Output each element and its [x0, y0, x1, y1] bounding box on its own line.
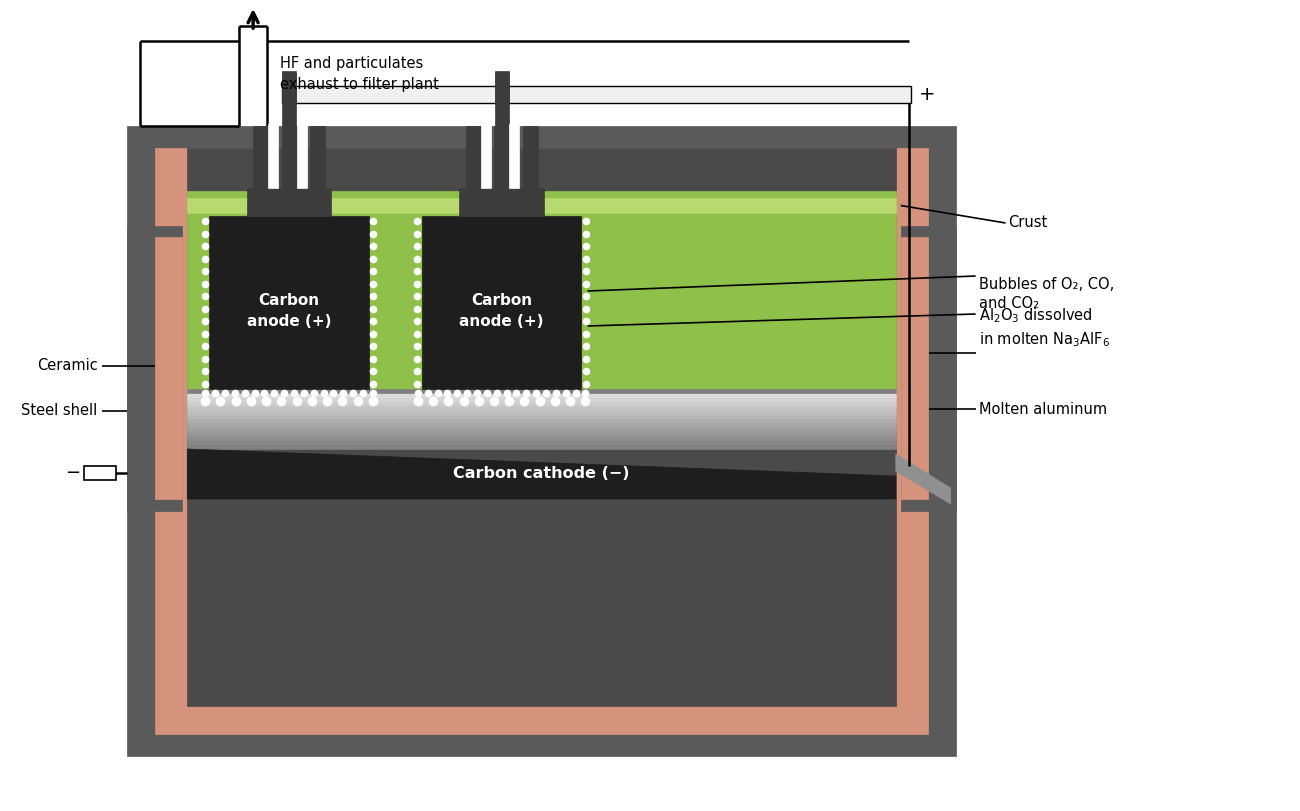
Bar [494, 71, 508, 126]
Text: Bubbles of O₂, CO,
and CO₂: Bubbles of O₂, CO, and CO₂ [979, 277, 1114, 311]
Bar [481, 124, 490, 188]
Bar [84, 466, 117, 480]
Bar [187, 436, 896, 440]
Bar [209, 216, 369, 389]
Text: Molten aluminum: Molten aluminum [979, 401, 1106, 417]
Bar [187, 198, 896, 213]
Bar [187, 406, 896, 410]
Text: HF and particulates
exhaust to filter plant: HF and particulates exhaust to filter pl… [280, 56, 439, 92]
Text: Al$_2$O$_3$ dissolved
in molten Na$_3$AlF$_6$: Al$_2$O$_3$ dissolved in molten Na$_3$Al… [979, 306, 1110, 349]
Bar [187, 423, 896, 427]
Bar [282, 86, 911, 103]
Bar [155, 148, 928, 734]
Bar [187, 397, 896, 402]
Bar [459, 188, 543, 216]
Bar [187, 444, 896, 449]
Bar [296, 124, 307, 188]
Bar [421, 216, 581, 389]
Bar [187, 419, 896, 423]
Bar [901, 237, 928, 499]
Bar [187, 389, 896, 393]
Bar [268, 124, 278, 188]
Bar [187, 431, 896, 436]
Bar [309, 126, 325, 188]
Bar [187, 389, 896, 393]
Bar [282, 73, 296, 103]
Text: Carbon
anode (+): Carbon anode (+) [247, 293, 332, 329]
Bar [187, 191, 896, 389]
Bar [494, 126, 510, 188]
Bar [901, 226, 956, 511]
Bar [282, 126, 296, 188]
Bar [187, 427, 896, 431]
Text: Carbon
anode (+): Carbon anode (+) [459, 293, 543, 329]
Bar [247, 188, 332, 216]
Bar [155, 237, 182, 499]
Bar [494, 73, 508, 103]
Bar [465, 126, 481, 188]
Text: Ceramic: Ceramic [36, 358, 98, 374]
Text: Carbon cathode (−): Carbon cathode (−) [454, 466, 629, 482]
Bar [187, 440, 896, 444]
Bar [254, 126, 268, 188]
Bar [127, 126, 956, 756]
Text: −: − [65, 464, 81, 482]
Bar [187, 410, 896, 414]
Text: Crust: Crust [1009, 216, 1048, 230]
Text: +: + [919, 85, 935, 104]
Bar [187, 414, 896, 419]
Polygon shape [187, 449, 896, 499]
Bar [523, 126, 537, 188]
Bar [187, 393, 896, 397]
Text: Steel shell: Steel shell [21, 404, 98, 418]
Bar [282, 71, 296, 126]
Bar [127, 226, 182, 511]
Bar [187, 148, 896, 706]
Polygon shape [896, 454, 950, 504]
Bar [510, 124, 519, 188]
Bar [187, 402, 896, 406]
